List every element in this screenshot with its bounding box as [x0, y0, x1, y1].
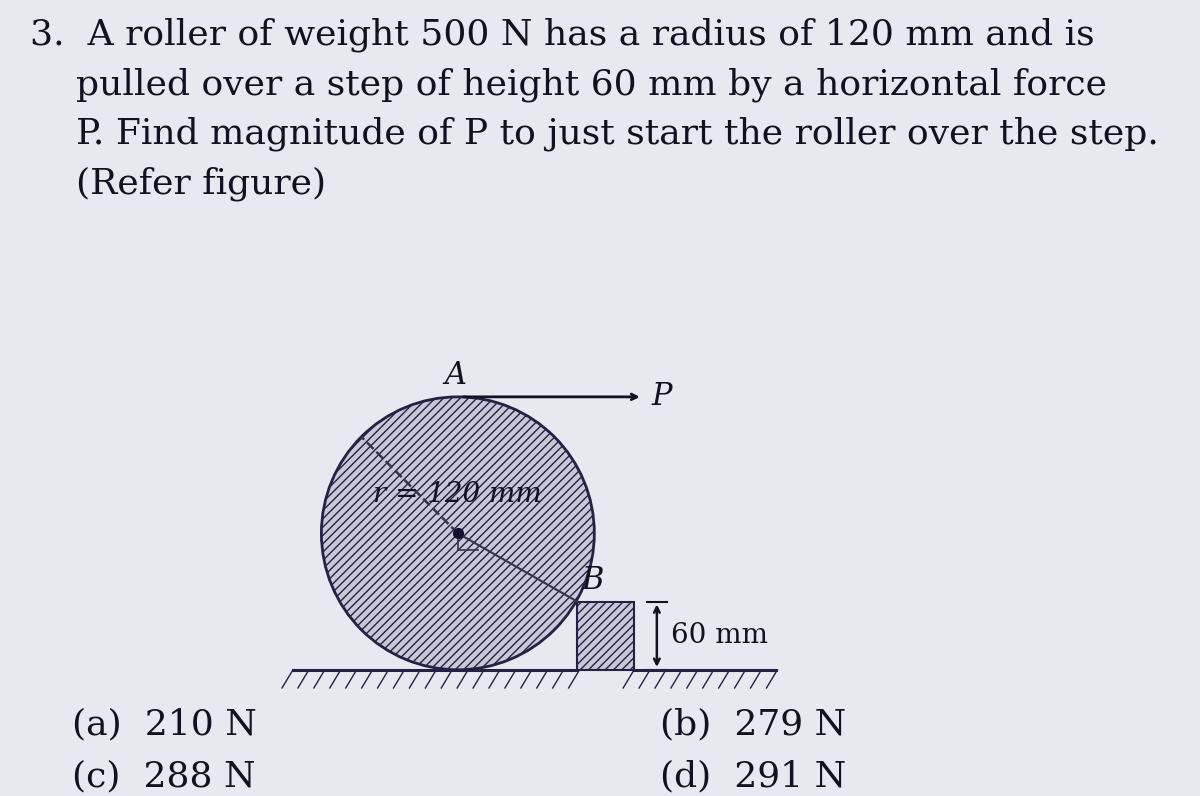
Text: (c)  288 N: (c) 288 N — [72, 760, 256, 794]
Text: (b)  279 N: (b) 279 N — [660, 708, 846, 741]
Text: (a)  210 N: (a) 210 N — [72, 708, 257, 741]
Text: A: A — [444, 361, 466, 392]
Text: 3.  A roller of weight 500 N has a radius of 120 mm and is
    pulled over a ste: 3. A roller of weight 500 N has a radius… — [30, 18, 1159, 201]
Text: P: P — [652, 381, 672, 412]
Text: r = 120 mm: r = 120 mm — [372, 481, 541, 508]
Circle shape — [322, 397, 594, 669]
Text: B: B — [582, 565, 604, 596]
Text: 60 mm: 60 mm — [671, 622, 768, 650]
Text: (d)  291 N: (d) 291 N — [660, 760, 846, 794]
Bar — [577, 602, 634, 669]
